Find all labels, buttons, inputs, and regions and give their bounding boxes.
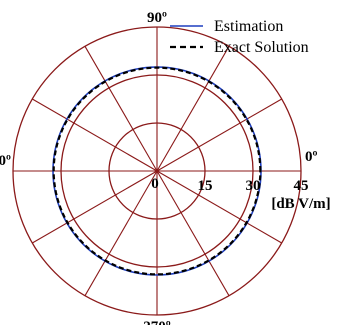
angle-label-90: 90º (147, 10, 167, 26)
angle-label-0: 0º (305, 149, 318, 165)
grid-spoke-30 (156, 98, 282, 172)
legend-label: Estimation (214, 18, 283, 35)
grid-spoke-240 (84, 170, 158, 296)
series-layer (52, 66, 262, 276)
radial-unit-label: [dB V/m] (271, 196, 330, 212)
legend-label: Exact Solution (214, 39, 309, 56)
radial-tick-label: 15 (198, 178, 213, 194)
labels-layer: 0 15 30 45 [dB V/m] 0º 90º 180º 270º (0, 10, 331, 325)
grid-spoke-150 (32, 98, 158, 172)
legend: Estimation Exact Solution (170, 18, 309, 56)
grid-spoke-330 (156, 170, 282, 244)
grid-spoke-120 (84, 46, 158, 172)
polar-grid (12, 26, 302, 316)
series-line-exact-solution (52, 66, 262, 276)
grid-spoke-60 (156, 46, 230, 172)
radial-tick-label: 30 (246, 178, 261, 194)
radial-tick-label: 0 (151, 176, 159, 192)
radial-tick-label: 45 (294, 178, 309, 194)
angle-label-180: 180º (0, 153, 11, 169)
angle-label-270: 270º (143, 319, 171, 325)
grid-spoke-300 (156, 170, 230, 296)
grid-spoke-210 (32, 170, 158, 244)
